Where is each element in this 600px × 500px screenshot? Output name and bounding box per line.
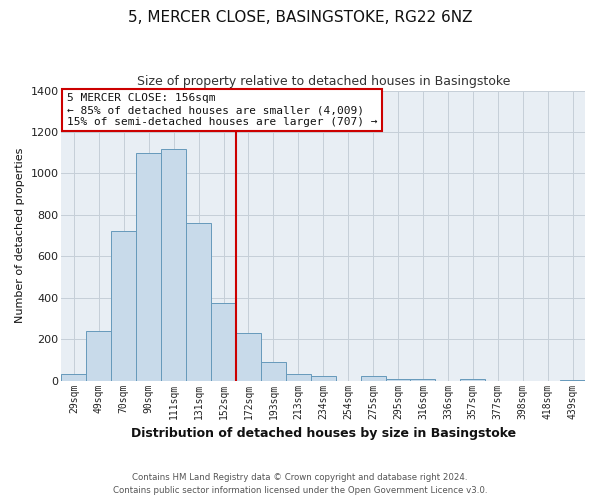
Bar: [161, 148, 186, 380]
Bar: [386, 378, 410, 380]
Bar: [460, 378, 485, 380]
Bar: [261, 362, 286, 380]
Text: 5 MERCER CLOSE: 156sqm
← 85% of detached houses are smaller (4,009)
15% of semi-: 5 MERCER CLOSE: 156sqm ← 85% of detached…: [67, 94, 377, 126]
Bar: [236, 333, 261, 380]
Bar: [86, 331, 112, 380]
Bar: [311, 376, 335, 380]
Text: Contains HM Land Registry data © Crown copyright and database right 2024.
Contai: Contains HM Land Registry data © Crown c…: [113, 473, 487, 495]
X-axis label: Distribution of detached houses by size in Basingstoke: Distribution of detached houses by size …: [131, 427, 516, 440]
Bar: [361, 376, 386, 380]
Bar: [410, 378, 436, 380]
Bar: [211, 303, 236, 380]
Bar: [61, 374, 86, 380]
Text: 5, MERCER CLOSE, BASINGSTOKE, RG22 6NZ: 5, MERCER CLOSE, BASINGSTOKE, RG22 6NZ: [128, 10, 472, 25]
Y-axis label: Number of detached properties: Number of detached properties: [15, 148, 25, 324]
Bar: [112, 232, 136, 380]
Title: Size of property relative to detached houses in Basingstoke: Size of property relative to detached ho…: [137, 75, 510, 88]
Bar: [186, 223, 211, 380]
Bar: [136, 152, 161, 380]
Bar: [286, 374, 311, 380]
